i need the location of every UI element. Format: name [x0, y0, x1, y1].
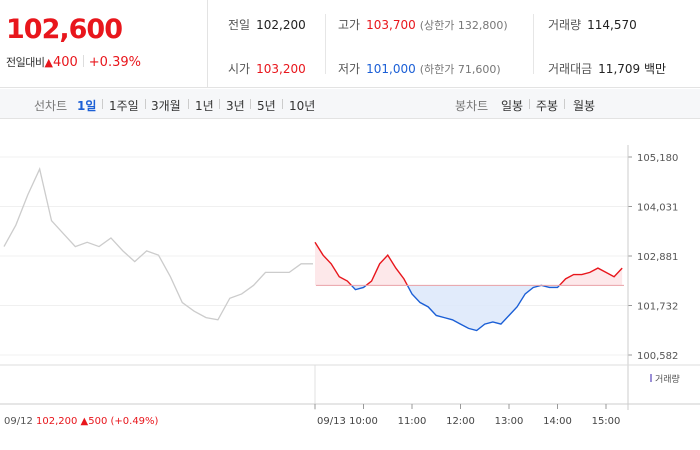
divider: [82, 55, 84, 67]
turnover-stat: 거래대금 11,709 백만: [548, 60, 666, 77]
prev-day-price: 102,200: [36, 416, 81, 427]
down-area: [407, 285, 560, 331]
prev-close-stat: 전일 102,200: [228, 16, 306, 33]
volume-stat: 거래량 114,570: [548, 16, 637, 33]
y-tick-label: 104,031: [637, 203, 678, 214]
period-3y-button[interactable]: 3년: [226, 99, 245, 113]
down-line-segment: [406, 284, 561, 332]
open-stat: 시가 103,200: [228, 60, 306, 77]
y-tick-label: 105,180: [637, 153, 678, 164]
period-3m-button[interactable]: 3개월: [151, 99, 181, 113]
low-value: 101,000: [366, 62, 416, 76]
divider: [564, 99, 565, 109]
prev-day-summary: 09/12 102,200 ▲500 (+0.49%): [4, 416, 159, 427]
baseline-fill: [315, 242, 623, 331]
down-line-segment: [350, 284, 367, 291]
high-label: 고가: [338, 18, 361, 32]
stock-summary: 102,600 전일대비▲400 +0.39% 전일 102,200 시가 103,2…: [0, 0, 700, 88]
volume-value: 114,570: [587, 18, 637, 32]
turnover-value: 11,709 백만: [598, 62, 667, 76]
low-label: 저가: [338, 62, 361, 76]
divider: [219, 99, 220, 109]
volume-label: 거래량: [548, 18, 582, 32]
prev-day-change-percent: (+0.49%): [111, 416, 159, 427]
divider: [529, 99, 530, 109]
high-stat: 고가 103,700 (상한가 132,800): [338, 16, 508, 33]
candle-weekly-button[interactable]: 주봉: [536, 99, 559, 113]
y-tick-label: 100,582: [637, 351, 678, 362]
high-value: 103,700: [366, 18, 416, 32]
prev-day-line: [3, 167, 313, 321]
volume-legend-swatch: [650, 374, 652, 382]
open-label: 시가: [228, 62, 251, 76]
period-10y-button[interactable]: 10년: [289, 99, 316, 113]
y-tick-label: 102,881: [637, 252, 678, 263]
x-axis: 09/13 10:00 11:00 12:00 13:00 14:00 15:00: [314, 404, 621, 427]
low-stat: 저가 101,000 (하한가 71,600): [338, 60, 501, 77]
change-percent: +0.39%: [88, 55, 141, 70]
up-area: [559, 268, 623, 286]
prev-close-label: 전일: [228, 18, 251, 32]
upper-limit: (상한가 132,800): [419, 19, 508, 32]
candle-daily-button[interactable]: 일봉: [501, 99, 524, 113]
up-area: [315, 242, 352, 286]
period-5y-button[interactable]: 5년: [257, 99, 276, 113]
price-lines: [3, 167, 624, 332]
turnover-label: 거래대금: [548, 62, 593, 76]
x-tick-label: 12:00: [446, 416, 475, 427]
period-1y-button[interactable]: 1년: [195, 99, 214, 113]
x-tick-label: 13:00: [495, 416, 524, 427]
divider: [102, 99, 103, 109]
line-chart-label: 선차트: [34, 99, 68, 113]
y-tick-label: 101,732: [637, 302, 678, 313]
x-tick-label: 09/13: [317, 416, 346, 427]
period-1d-button[interactable]: 1일: [77, 99, 97, 113]
change-row: 전일대비▲400 +0.39%: [6, 54, 141, 70]
prev-day-change: 500: [88, 416, 110, 427]
change-label: 전일대비: [6, 56, 45, 69]
prev-day-footer: 09/12 102,200 ▲500 (+0.49%): [4, 416, 159, 427]
lower-limit: (하한가 71,600): [419, 63, 501, 76]
divider: [533, 14, 534, 74]
up-line-segment: [559, 267, 623, 286]
period-selector-bar: 선차트 1일 1주일 3개월 1년 3년 5년 10년 봉차트 일봉 주봉 월봉: [0, 89, 700, 119]
divider: [282, 99, 283, 109]
chart-grid: [0, 156, 628, 410]
candle-monthly-button[interactable]: 월봉: [573, 99, 596, 113]
open-value: 103,200: [256, 62, 306, 76]
period-1w-button[interactable]: 1주일: [109, 99, 139, 113]
divider: [250, 99, 251, 109]
up-line-segment: [365, 254, 408, 286]
change-value: 400: [52, 55, 78, 70]
x-tick-label: 15:00: [592, 416, 621, 427]
divider: [145, 99, 146, 109]
prev-day-date: 09/12: [4, 416, 36, 427]
x-tick-label: 10:00: [349, 416, 378, 427]
x-tick-label: 14:00: [543, 416, 572, 427]
divider: [188, 99, 189, 109]
prev-close-value: 102,200: [256, 18, 306, 32]
x-tick-label: 11:00: [398, 416, 427, 427]
candle-chart-label: 봉차트: [455, 99, 489, 113]
price-box: 102,600 전일대비▲400 +0.39%: [0, 0, 208, 88]
up-line-segment: [314, 241, 352, 286]
up-triangle-icon: ▲: [81, 416, 89, 427]
up-triangle-icon: ▲: [44, 56, 53, 69]
volume-pane: 거래량: [0, 364, 700, 405]
volume-legend-label: 거래량: [655, 373, 680, 385]
up-area: [366, 255, 408, 286]
divider: [325, 14, 326, 74]
current-price: 102,600: [6, 14, 123, 45]
y-axis: 105,180 104,031 102,881 101,732 100,582: [627, 145, 678, 410]
